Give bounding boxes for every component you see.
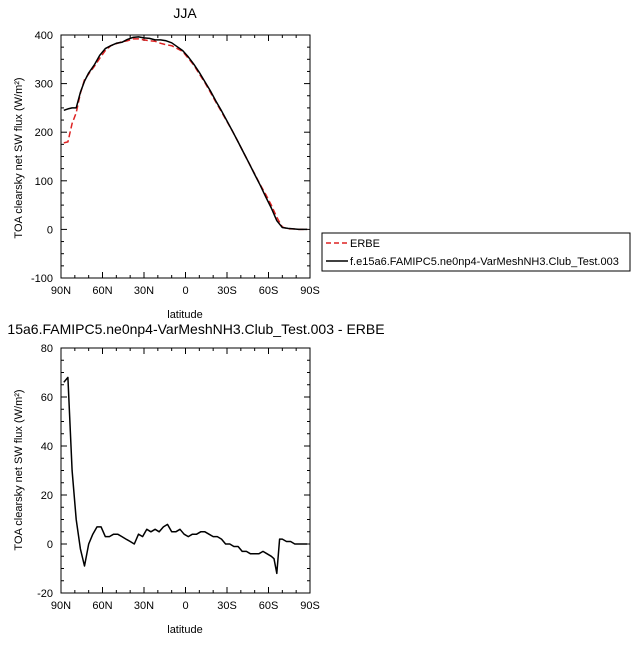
bottom-panel-series-line-0 <box>63 376 308 575</box>
top-panel-x-tick-label: 0 <box>182 285 188 297</box>
top-panel-y-tick-label: 200 <box>35 127 53 139</box>
bottom-panel-y-axis-label: TOA clearsky net SW flux (W/m²) <box>13 389 25 550</box>
bottom-panel-x-tick-label: 90N <box>51 600 71 612</box>
bottom-panel-y-tick-label: -20 <box>37 588 53 600</box>
top-panel-title: JJA <box>173 5 197 21</box>
bottom-panel-y-tick-label: 80 <box>41 343 53 355</box>
top-panel-y-tick-label: 400 <box>35 30 53 42</box>
bottom-panel-x-tick-label: 60S <box>259 600 279 612</box>
top-panel-x-tick-label: 60N <box>92 285 112 297</box>
top-panel-x-tick-label: 90N <box>51 285 71 297</box>
bottom-panel-y-tick-label: 0 <box>47 539 53 551</box>
top-panel-x-tick-label: 90S <box>300 285 320 297</box>
top-panel-y-tick-label: 300 <box>35 79 53 91</box>
bottom-panel-x-axis-label: latitude <box>167 624 202 636</box>
bottom-panel-y-tick-label: 20 <box>41 490 53 502</box>
top-panel: JJA TOA clearsky net SW flux (W/m²) lati… <box>13 5 320 321</box>
bottom-panel-x-tick-label: 90S <box>300 600 320 612</box>
top-panel-y-tick-label: 0 <box>47 224 53 236</box>
bottom-panel-title: 15a6.FAMIPC5.ne0np4-VarMeshNH3.Club_Test… <box>7 321 384 337</box>
top-panel-y-tick-label: -100 <box>31 273 53 285</box>
top-panel-y-tick-label: 100 <box>35 176 53 188</box>
top-panel-x-tick-label: 30S <box>217 285 237 297</box>
top-panel-series <box>63 36 308 231</box>
bottom-panel-x-tick-label: 0 <box>182 600 188 612</box>
bottom-panel-ticks: 90N 60N 30N 0 30S 60S 90S -20 0 20 40 60 80 <box>37 343 320 612</box>
bottom-panel: 15a6.FAMIPC5.ne0np4-VarMeshNH3.Club_Test… <box>7 321 384 636</box>
top-panel-ticks: 90N 60N 30N 0 30S 60S 90S -100 0 100 200 300 400 <box>31 30 320 297</box>
bottom-panel-plot-frame <box>60 347 311 594</box>
bottom-panel-series <box>63 376 308 575</box>
legend-label-model: f.e15a6.FAMIPC5.ne0np4-VarMeshNH3.Club_T… <box>350 256 619 268</box>
legend-label-erbe: ERBE <box>350 238 380 250</box>
bottom-panel-x-tick-label: 60N <box>92 600 112 612</box>
top-panel-series-line-1 <box>63 36 308 231</box>
top-panel-y-axis-label: TOA clearsky net SW flux (W/m²) <box>13 77 25 238</box>
legend: ERBE f.e15a6.FAMIPC5.ne0np4-VarMeshNH3.C… <box>321 232 631 272</box>
top-panel-series-line-0 <box>63 38 308 231</box>
top-panel-x-axis-label: latitude <box>167 309 202 321</box>
legend-frame <box>321 232 631 272</box>
top-panel-plot-frame <box>60 34 311 279</box>
top-panel-x-tick-label: 60S <box>259 285 279 297</box>
bottom-panel-y-tick-label: 40 <box>41 441 53 453</box>
bottom-panel-y-tick-label: 60 <box>41 392 53 404</box>
top-panel-x-tick-label: 30N <box>134 285 154 297</box>
bottom-panel-x-tick-label: 30N <box>134 600 154 612</box>
bottom-panel-x-tick-label: 30S <box>217 600 237 612</box>
